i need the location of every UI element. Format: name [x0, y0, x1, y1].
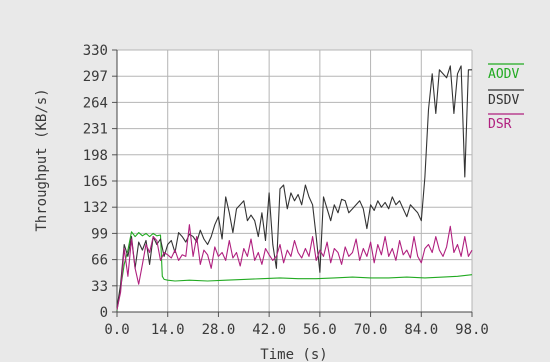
series-line-dsdv — [116, 65, 472, 309]
x-tick-label: 14.0 — [151, 322, 185, 338]
y-tick-label: 264 — [83, 95, 108, 111]
series-layer — [116, 65, 473, 311]
legend-label-aodv: AODV — [488, 67, 519, 82]
legend-label-dsr: DSR — [488, 117, 512, 132]
y-tick-label: 0 — [100, 305, 108, 321]
y-tick-label: 33 — [91, 279, 108, 295]
x-axis-title: Time (s) — [260, 347, 327, 362]
x-tick-label: 28.0 — [202, 322, 236, 338]
series-line-dsr — [116, 224, 473, 310]
y-tick-label: 330 — [83, 43, 108, 59]
grid-layer — [116, 49, 473, 313]
y-tick-label: 297 — [83, 69, 108, 85]
y-tick-label: 132 — [83, 200, 108, 216]
x-tick-label: 70.0 — [354, 322, 388, 338]
legend-label-dsdv: DSDV — [488, 93, 519, 108]
y-tick-label: 99 — [91, 226, 108, 242]
x-tick-label: 0.0 — [104, 322, 129, 338]
series-line-aodv — [116, 231, 473, 311]
y-tick-label: 66 — [91, 253, 108, 269]
y-axis-title: Throughput (KB/s) — [34, 88, 50, 231]
x-tick-label: 56.0 — [303, 322, 337, 338]
x-tick-label: 42.0 — [252, 322, 286, 338]
legend: AODV DSDV DSR — [488, 63, 524, 132]
x-tick-label: 84.0 — [404, 322, 438, 338]
y-tick-label: 165 — [83, 174, 108, 190]
y-tick-label: 198 — [83, 148, 108, 164]
x-tick-label: 98.0 — [455, 322, 489, 338]
axis-layer: 0 33 66 99 132 165 198 231 264 297 330 0.0 14.0 28.0 4… — [83, 43, 489, 338]
y-tick-label: 231 — [83, 122, 108, 138]
